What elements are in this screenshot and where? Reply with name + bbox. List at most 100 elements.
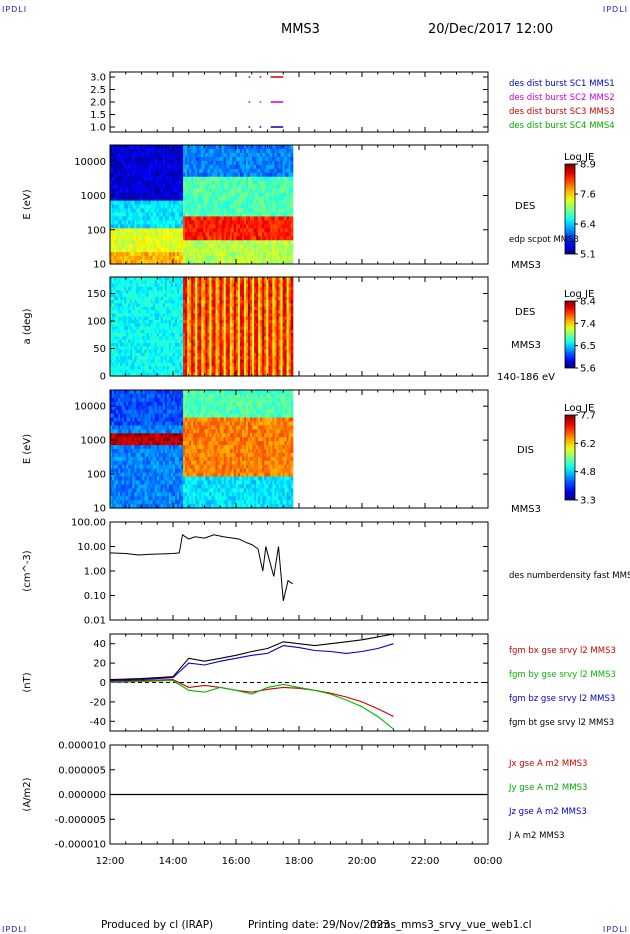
des_energy-heatmap-cell: [152, 240, 156, 245]
des_pitch-heatmap-cell: [243, 300, 247, 304]
des_pitch-heatmap-cell: [110, 316, 113, 321]
des_energy-heatmap-cell: [144, 168, 148, 174]
des_pitch-heatmap-cell: [164, 300, 168, 304]
des_energy-heatmap-cell: [191, 180, 194, 186]
des_pitch-heatmap-cell: [239, 343, 243, 347]
des_energy-heatmap-cell: [274, 180, 278, 186]
des_pitch-heatmap-cell: [252, 362, 255, 367]
des_energy-heatmap-cell: [278, 204, 282, 210]
des_pitch-heatmap-cell: [146, 300, 150, 304]
des_energy-heatmap-cell: [164, 192, 168, 198]
des_pitch-heatmap-cell: [164, 372, 168, 377]
des_energy-heatmap-cell: [116, 188, 119, 194]
des_pitch-heatmap-cell: [199, 329, 202, 334]
des_energy-heatmap-cell: [112, 232, 115, 237]
des_energy-heatmap-cell: [172, 232, 176, 237]
des_energy-heatmap-cell: [148, 184, 152, 190]
des_energy-heatmap-cell: [260, 196, 263, 202]
des_energy-heatmap-cell: [158, 148, 162, 154]
des_energy-heatmap-cell: [164, 168, 168, 174]
des_pitch-heatmap-cell: [142, 362, 146, 367]
des_energy-heatmap-cell: [225, 228, 229, 233]
des_pitch-heatmap-cell: [181, 359, 184, 364]
des_energy-heatmap-cell: [237, 260, 241, 265]
des_energy-heatmap-cell: [134, 184, 137, 190]
des_energy-heatmap-cell: [290, 172, 294, 178]
des_energy-heatmap-cell: [288, 180, 292, 186]
des_energy-heatmap-cell: [114, 180, 117, 186]
des_energy-heatmap-cell: [144, 172, 148, 178]
des_pitch-heatmap-cell: [156, 303, 160, 308]
des-energy-label: DES: [515, 201, 535, 212]
des_pitch-heatmap-cell: [193, 310, 196, 314]
des_pitch-heatmap-cell: [219, 352, 223, 357]
des_pitch-heatmap-cell: [112, 333, 115, 337]
des_pitch-heatmap-cell: [187, 356, 190, 361]
des_energy-heatmap-cell: [284, 176, 288, 182]
des_pitch-heatmap-cell: [221, 359, 225, 364]
des_energy-heatmap-cell: [264, 248, 267, 253]
des_energy-heatmap-cell: [164, 176, 168, 182]
des_pitch-heatmap-cell: [207, 280, 211, 285]
des_pitch-heatmap-cell: [120, 369, 123, 374]
des_energy-heatmap-cell: [160, 220, 164, 225]
des_pitch-heatmap-cell: [219, 300, 223, 304]
des_energy-heatmap-cell: [132, 152, 135, 158]
des_pitch-heatmap-cell: [146, 316, 150, 321]
des_pitch-heatmap-cell: [162, 346, 166, 351]
des_energy-heatmap-cell: [254, 196, 257, 202]
des_pitch-heatmap-cell: [154, 372, 158, 377]
des_pitch-heatmap-cell: [231, 310, 235, 314]
des_pitch-heatmap-cell: [130, 359, 133, 364]
des_pitch-heatmap-cell: [176, 310, 180, 314]
des_energy-heatmap-cell: [160, 252, 164, 257]
des_energy-heatmap-cell: [189, 160, 192, 166]
des_energy-heatmap-cell: [132, 156, 135, 162]
des_pitch-heatmap-cell: [233, 306, 237, 311]
des_energy-heatmap-cell: [233, 200, 237, 206]
des_energy-heatmap-cell: [237, 160, 241, 166]
des_pitch-heatmap-cell: [118, 326, 121, 331]
des_energy-heatmap-cell: [288, 244, 292, 249]
des_pitch-heatmap-cell: [174, 293, 178, 298]
des_energy-heatmap-cell: [237, 240, 241, 245]
des_pitch-heatmap-cell: [126, 313, 129, 318]
des_energy-heatmap-cell: [150, 172, 154, 178]
des_energy-heatmap-cell: [246, 260, 249, 265]
des_pitch-heatmap-cell: [213, 306, 217, 311]
des_energy-heatmap-cell: [170, 176, 174, 182]
des_energy-heatmap-cell: [284, 220, 288, 225]
des_energy-heatmap-cell: [189, 208, 192, 214]
des_pitch-heatmap-cell: [229, 352, 233, 357]
des_pitch-heatmap-cell: [140, 316, 144, 321]
des_pitch-heatmap-cell: [124, 369, 127, 374]
des_energy-heatmap-cell: [217, 216, 221, 221]
des_pitch-heatmap-cell: [116, 286, 119, 291]
des_energy-heatmap-cell: [243, 204, 247, 210]
des_energy-heatmap-cell: [193, 248, 196, 253]
des_energy-heatmap-cell: [120, 224, 123, 229]
des_energy-heatmap-cell: [201, 212, 204, 217]
des_energy-heatmap-cell: [126, 176, 129, 182]
des_pitch-heatmap-cell: [118, 293, 121, 298]
des_energy-heatmap-cell: [114, 196, 117, 202]
des_energy-heatmap-cell: [128, 220, 131, 225]
des_energy-heatmap-cell: [215, 172, 219, 178]
des_energy-heatmap-cell: [191, 240, 194, 245]
des_pitch-heatmap-cell: [239, 300, 243, 304]
des_pitch-heatmap-cell: [221, 306, 225, 311]
des_energy-heatmap-cell: [270, 168, 273, 174]
des_energy-heatmap-cell: [128, 152, 131, 158]
des_pitch-heatmap-cell: [221, 369, 225, 374]
des_pitch-heatmap-cell: [124, 296, 127, 301]
des_pitch-heatmap-cell: [174, 290, 178, 295]
des_pitch-heatmap-cell: [140, 319, 144, 324]
des_energy-heatmap-cell: [122, 260, 125, 265]
des_energy-heatmap-cell: [193, 188, 196, 194]
des_energy-heatmap-cell: [246, 184, 249, 190]
des_energy-heatmap-cell: [150, 224, 154, 229]
des_energy-heatmap-cell: [256, 240, 259, 245]
des_energy-heatmap-cell: [241, 228, 245, 233]
des_energy-heatmap-cell: [282, 244, 286, 249]
des_energy-heatmap-cell: [288, 164, 292, 170]
